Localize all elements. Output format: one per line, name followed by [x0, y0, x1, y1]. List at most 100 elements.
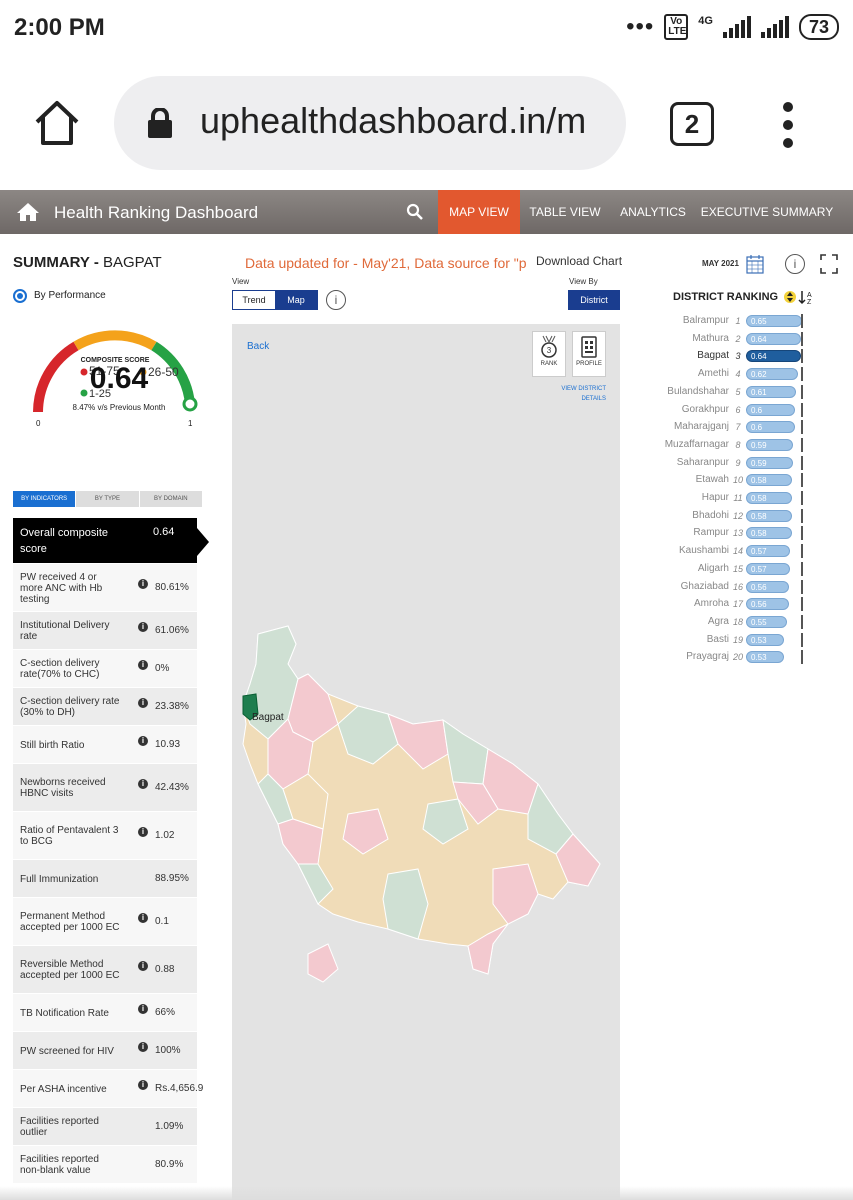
indicator-row[interactable]: Facilities reported outlier 1.09%: [13, 1108, 197, 1146]
ranking-target-tick: [801, 561, 803, 576]
map-toggle[interactable]: Map: [275, 291, 317, 309]
ranking-district-name: Rampur: [693, 527, 729, 539]
info-icon[interactable]: i: [138, 1042, 148, 1052]
indicator-tabs: BY INDICATORS BY TYPE BY DOMAIN: [13, 491, 203, 507]
indicator-value: 0.64: [153, 526, 175, 538]
rank-button[interactable]: 3 RANK: [532, 331, 566, 377]
indicator-row[interactable]: Per ASHA incentive i Rs.4,656.9: [13, 1070, 203, 1108]
download-chart-link[interactable]: Download Chart: [534, 254, 623, 268]
ranking-row[interactable]: Amroha 17 0.56: [640, 597, 853, 612]
info-icon[interactable]: i: [138, 779, 148, 789]
calendar-icon[interactable]: [746, 254, 764, 274]
ranking-row[interactable]: Agra 18 0.55: [640, 614, 853, 629]
indicator-row[interactable]: C-section delivery rate (30% to DH) i 23.3…: [13, 688, 197, 726]
ranking-target-tick: [801, 508, 803, 523]
tab-table-view[interactable]: TABLE VIEW: [529, 205, 601, 219]
indicator-value: 88.95%: [155, 873, 189, 884]
ranking-row[interactable]: Aligarh 15 0.57: [640, 561, 853, 576]
info-icon[interactable]: i: [138, 622, 148, 632]
ranking-row[interactable]: Saharanpur 9 0.59: [640, 455, 853, 470]
ranking-target-tick: [801, 614, 803, 629]
ranking-row[interactable]: Balrampur 1 0.65: [640, 314, 853, 328]
indicator-label: Facilities reported non-blank value: [20, 1154, 99, 1176]
ranking-score-value: 0.53: [751, 635, 767, 645]
ranking-row[interactable]: Gorakhpur 6 0.6: [640, 402, 853, 417]
view-district-details-link[interactable]: VIEW DISTRICT DETAILS: [561, 386, 606, 402]
ranking-district-name: Bulandshahar: [667, 385, 729, 397]
tab-by-domain[interactable]: BY DOMAIN: [139, 491, 203, 507]
indicator-row[interactable]: Ratio of Pentavalent 3 to BCG i 1.02: [13, 812, 197, 860]
bagpat-district[interactable]: [242, 693, 259, 721]
fullscreen-icon[interactable]: [820, 254, 838, 274]
info-icon[interactable]: i: [138, 736, 148, 746]
indicator-row[interactable]: PW screened for HIV i 100%: [13, 1032, 197, 1070]
overall-composite-row[interactable]: Overall composite score 0.64: [13, 518, 209, 564]
ranking-row[interactable]: Maharajganj 7 0.6: [640, 420, 853, 435]
indicator-row[interactable]: Reversible Method accepted per 1000 EC i 0…: [13, 946, 197, 994]
ranking-info-icon[interactable]: i: [785, 254, 805, 274]
bottom-shadow: [0, 1186, 853, 1200]
sort-icon[interactable]: A Z: [784, 289, 816, 305]
trend-toggle[interactable]: Trend: [242, 295, 266, 305]
gauge-max: 1: [188, 419, 193, 428]
tab-by-type[interactable]: BY TYPE: [76, 491, 140, 507]
indicator-row[interactable]: PW received 4 or more ANC with Hb testin…: [13, 564, 197, 612]
indicator-row[interactable]: Newborns received HBNC visits i 42.43%: [13, 764, 197, 812]
info-icon[interactable]: i: [138, 1004, 148, 1014]
tab-analytics[interactable]: ANALYTICS: [620, 205, 686, 219]
indicator-row[interactable]: TB Notification Rate i 66%: [13, 994, 197, 1032]
ranking-row[interactable]: Rampur 13 0.58: [640, 526, 853, 541]
ranking-row[interactable]: Bulandshahar 5 0.61: [640, 384, 853, 399]
ranking-row[interactable]: Hapur 11 0.58: [640, 491, 853, 505]
info-icon[interactable]: i: [138, 913, 148, 923]
info-icon[interactable]: i: [138, 698, 148, 708]
view-by-district-button[interactable]: District: [568, 290, 620, 310]
ranking-row[interactable]: Muzaffarnagar 8 0.59: [640, 437, 853, 452]
home-icon[interactable]: [16, 202, 40, 222]
indicator-row[interactable]: Facilities reported non-blank value 80.9%: [13, 1146, 197, 1184]
ranking-row[interactable]: Prayagraj 20 0.53: [640, 650, 853, 665]
info-icon[interactable]: i: [138, 827, 148, 837]
info-icon[interactable]: i: [326, 290, 346, 310]
back-link[interactable]: Back: [247, 341, 270, 352]
indicator-row[interactable]: C-section delivery rate(70% to CHC) i 0%: [13, 650, 197, 688]
gauge-label: COMPOSITE SCORE: [81, 357, 150, 364]
indicator-row[interactable]: Institutional Delivery rate i 61.06%: [13, 612, 197, 650]
ranking-row[interactable]: Kaushambi 14 0.57: [640, 544, 853, 559]
indicator-label: Institutional Delivery rate: [20, 620, 110, 642]
address-bar[interactable]: uphealthdashboard.in/m: [114, 76, 626, 170]
ranking-row[interactable]: Bagpat 3 0.64: [640, 349, 853, 364]
dashboard-title[interactable]: Health Ranking Dashboard: [54, 203, 259, 222]
profile-button[interactable]: PROFILE: [572, 331, 606, 377]
browser-menu-icon[interactable]: [778, 102, 798, 148]
info-icon[interactable]: i: [138, 660, 148, 670]
by-performance-radio[interactable]: [13, 289, 27, 303]
legend-1-25: 1-25: [89, 388, 111, 400]
indicator-row[interactable]: Permanent Method accepted per 1000 EC i 0.…: [13, 898, 197, 946]
more-notifications-icon: •••: [626, 13, 655, 40]
medal-icon: 3: [541, 335, 557, 358]
tab-map-view[interactable]: MAP VIEW: [438, 190, 520, 234]
ranking-score-value: 0.61: [751, 387, 767, 397]
search-icon[interactable]: [406, 203, 424, 221]
info-icon[interactable]: i: [138, 1080, 148, 1090]
tab-by-indicators[interactable]: BY INDICATORS: [13, 491, 77, 507]
indicator-row[interactable]: Full Immunization 88.95%: [13, 860, 197, 898]
profile-icon-label: PROFILE: [576, 361, 602, 367]
ranking-row[interactable]: Amethi 4 0.62: [640, 367, 853, 382]
info-icon[interactable]: i: [138, 579, 148, 589]
ranking-district-name: Agra: [707, 615, 729, 627]
ranking-row[interactable]: Basti 19 0.53: [640, 632, 853, 647]
ranking-row[interactable]: Etawah 10 0.58: [640, 473, 853, 488]
ranking-row[interactable]: Bhadohi 12 0.58: [640, 508, 853, 523]
up-district-map[interactable]: [238, 624, 614, 984]
browser-home-icon[interactable]: [32, 98, 82, 148]
tab-switcher-button[interactable]: 2: [670, 102, 714, 146]
indicator-value: 66%: [155, 1007, 176, 1018]
ranking-row[interactable]: Ghaziabad 16 0.56: [640, 579, 853, 594]
info-icon[interactable]: i: [138, 961, 148, 971]
indicator-row[interactable]: Still birth Ratio i 10.93: [13, 726, 197, 764]
tab-executive-summary[interactable]: EXECUTIVE SUMMARY: [700, 205, 834, 219]
ranking-target-tick: [801, 491, 803, 505]
ranking-row[interactable]: Mathura 2 0.64: [640, 331, 853, 346]
